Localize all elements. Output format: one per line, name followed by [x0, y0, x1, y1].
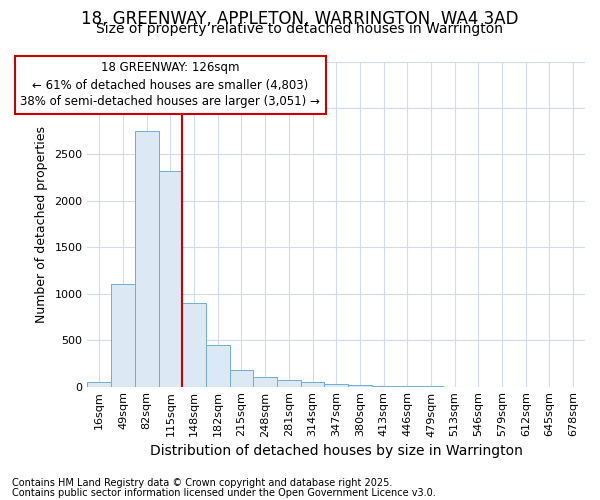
- Bar: [230, 370, 253, 386]
- Bar: [111, 284, 135, 386]
- Bar: [301, 382, 325, 386]
- Text: Size of property relative to detached houses in Warrington: Size of property relative to detached ho…: [97, 22, 503, 36]
- Bar: [135, 131, 158, 386]
- Text: 18, GREENWAY, APPLETON, WARRINGTON, WA4 3AD: 18, GREENWAY, APPLETON, WARRINGTON, WA4 …: [81, 10, 519, 28]
- X-axis label: Distribution of detached houses by size in Warrington: Distribution of detached houses by size …: [150, 444, 523, 458]
- Bar: [348, 385, 372, 386]
- Text: Contains HM Land Registry data © Crown copyright and database right 2025.: Contains HM Land Registry data © Crown c…: [12, 478, 392, 488]
- Bar: [325, 384, 348, 386]
- Bar: [182, 303, 206, 386]
- Bar: [277, 380, 301, 386]
- Bar: [158, 170, 182, 386]
- Bar: [88, 382, 111, 386]
- Y-axis label: Number of detached properties: Number of detached properties: [35, 126, 47, 322]
- Text: 18 GREENWAY: 126sqm
← 61% of detached houses are smaller (4,803)
38% of semi-det: 18 GREENWAY: 126sqm ← 61% of detached ho…: [20, 62, 320, 108]
- Text: Contains public sector information licensed under the Open Government Licence v3: Contains public sector information licen…: [12, 488, 436, 498]
- Bar: [253, 378, 277, 386]
- Bar: [206, 345, 230, 387]
